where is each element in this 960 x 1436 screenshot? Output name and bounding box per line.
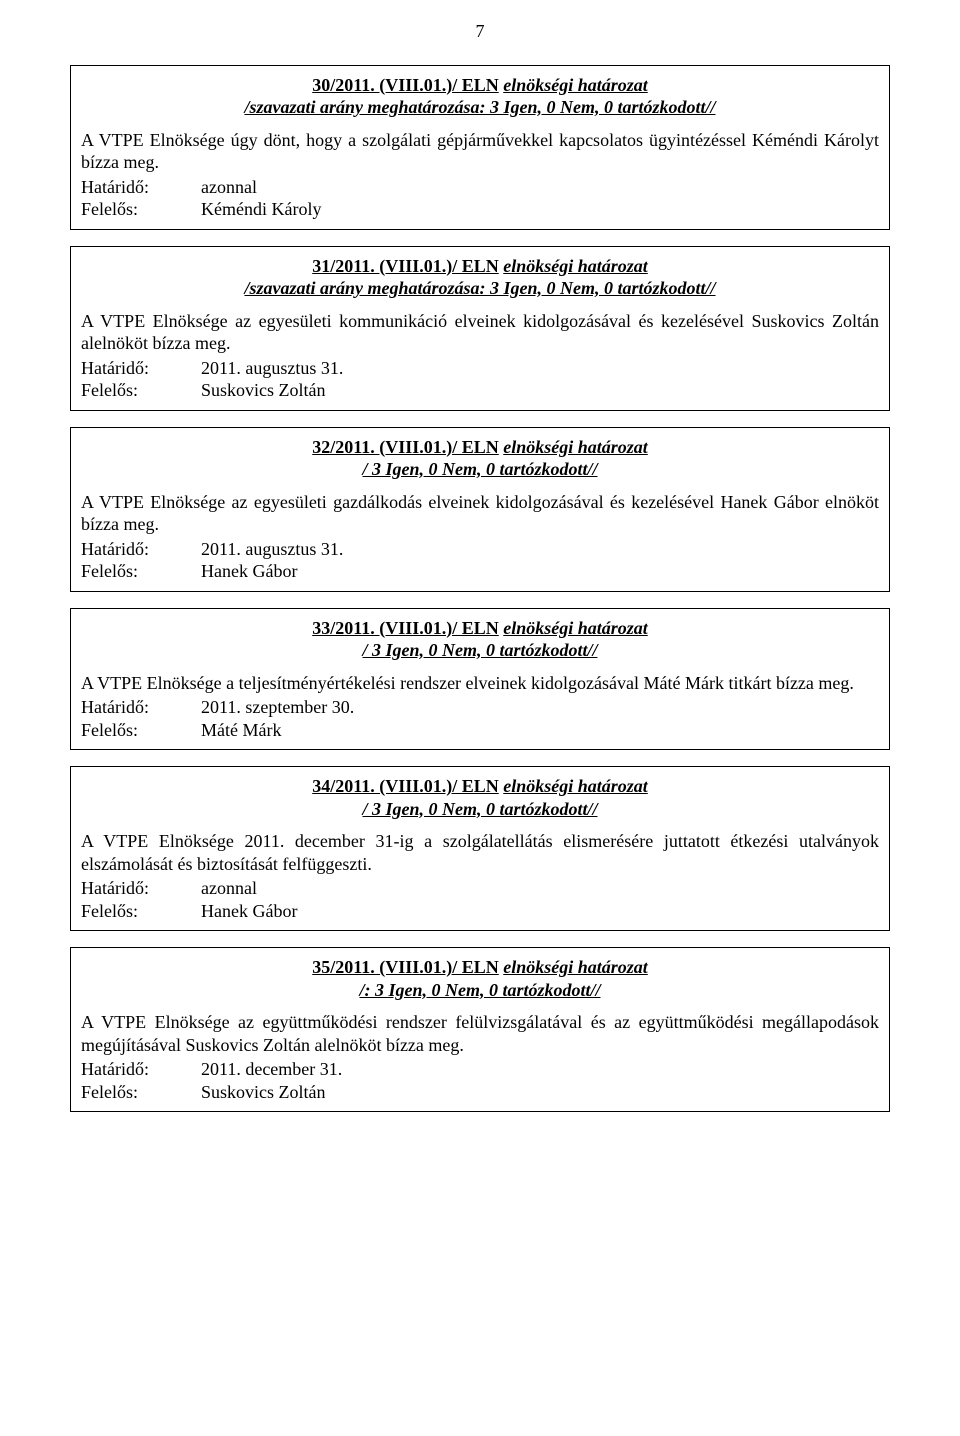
responsible-label: Felelős:: [81, 900, 201, 923]
responsible-label: Felelős:: [81, 1081, 201, 1104]
responsible-value: Suskovics Zoltán: [201, 1081, 879, 1104]
resolution-title-tail: elnökségi határozat: [503, 957, 648, 977]
page-number: 7: [70, 20, 890, 43]
deadline-row: Határidő: azonnal: [81, 176, 879, 199]
responsible-value: Kéméndi Károly: [201, 198, 879, 221]
deadline-label: Határidő:: [81, 696, 201, 719]
responsible-row: Felelős: Máté Márk: [81, 719, 879, 742]
resolution-title-tail: elnökségi határozat: [503, 776, 648, 796]
resolution-title: 35/2011. (VIII.01.)/ ELN elnökségi határ…: [81, 956, 879, 979]
resolution-title: 34/2011. (VIII.01.)/ ELN elnökségi határ…: [81, 775, 879, 798]
resolution-title-tail: elnökségi határozat: [503, 437, 648, 457]
resolution-number: 33/2011. (VIII.01.)/ ELN: [312, 618, 499, 638]
resolution-subtitle: /szavazati arány meghatározása: 3 Igen, …: [81, 277, 879, 300]
deadline-value: 2011. december 31.: [201, 1058, 879, 1081]
resolution-number: 34/2011. (VIII.01.)/ ELN: [312, 776, 499, 796]
deadline-label: Határidő:: [81, 357, 201, 380]
resolution-body: A VTPE Elnöksége 2011. december 31-ig a …: [81, 830, 879, 875]
deadline-row: Határidő: 2011. augusztus 31.: [81, 357, 879, 380]
resolution-box: 35/2011. (VIII.01.)/ ELN elnökségi határ…: [70, 947, 890, 1112]
deadline-value: 2011. augusztus 31.: [201, 357, 879, 380]
resolution-box: 33/2011. (VIII.01.)/ ELN elnökségi határ…: [70, 608, 890, 751]
responsible-value: Máté Márk: [201, 719, 879, 742]
deadline-value: 2011. augusztus 31.: [201, 538, 879, 561]
resolution-title-tail: elnökségi határozat: [503, 75, 648, 95]
deadline-label: Határidő:: [81, 538, 201, 561]
resolution-title-tail: elnökségi határozat: [503, 618, 648, 638]
deadline-label: Határidő:: [81, 1058, 201, 1081]
deadline-value: azonnal: [201, 877, 879, 900]
responsible-value: Hanek Gábor: [201, 560, 879, 583]
responsible-row: Felelős: Suskovics Zoltán: [81, 1081, 879, 1104]
resolution-title-tail: elnökségi határozat: [503, 256, 648, 276]
resolution-box: 34/2011. (VIII.01.)/ ELN elnökségi határ…: [70, 766, 890, 931]
resolution-subtitle: /: 3 Igen, 0 Nem, 0 tartózkodott//: [81, 979, 879, 1002]
resolution-body: A VTPE Elnöksége az együttműködési rends…: [81, 1011, 879, 1056]
resolution-subtitle: /szavazati arány meghatározása: 3 Igen, …: [81, 96, 879, 119]
responsible-value: Hanek Gábor: [201, 900, 879, 923]
responsible-row: Felelős: Hanek Gábor: [81, 560, 879, 583]
resolution-number: 35/2011. (VIII.01.)/ ELN: [312, 957, 499, 977]
resolution-number: 32/2011. (VIII.01.)/ ELN: [312, 437, 499, 457]
resolution-body: A VTPE Elnöksége az egyesületi gazdálkod…: [81, 491, 879, 536]
resolution-number: 30/2011. (VIII.01.)/ ELN: [312, 75, 499, 95]
resolution-number: 31/2011. (VIII.01.)/ ELN: [312, 256, 499, 276]
resolution-subtitle: / 3 Igen, 0 Nem, 0 tartózkodott//: [81, 458, 879, 481]
deadline-label: Határidő:: [81, 877, 201, 900]
resolution-title: 30/2011. (VIII.01.)/ ELN elnökségi határ…: [81, 74, 879, 97]
responsible-row: Felelős: Suskovics Zoltán: [81, 379, 879, 402]
resolution-title: 31/2011. (VIII.01.)/ ELN elnökségi határ…: [81, 255, 879, 278]
responsible-label: Felelős:: [81, 560, 201, 583]
responsible-row: Felelős: Kéméndi Károly: [81, 198, 879, 221]
resolution-title: 33/2011. (VIII.01.)/ ELN elnökségi határ…: [81, 617, 879, 640]
responsible-row: Felelős: Hanek Gábor: [81, 900, 879, 923]
resolution-body: A VTPE Elnöksége a teljesítményértékelés…: [81, 672, 879, 695]
resolution-box: 32/2011. (VIII.01.)/ ELN elnökségi határ…: [70, 427, 890, 592]
deadline-row: Határidő: 2011. december 31.: [81, 1058, 879, 1081]
responsible-label: Felelős:: [81, 198, 201, 221]
document-page: 7 30/2011. (VIII.01.)/ ELN elnökségi hat…: [0, 0, 960, 1188]
responsible-label: Felelős:: [81, 379, 201, 402]
responsible-value: Suskovics Zoltán: [201, 379, 879, 402]
resolution-body: A VTPE Elnöksége úgy dönt, hogy a szolgá…: [81, 129, 879, 174]
resolution-subtitle: / 3 Igen, 0 Nem, 0 tartózkodott//: [81, 798, 879, 821]
deadline-row: Határidő: 2011. szeptember 30.: [81, 696, 879, 719]
resolution-title: 32/2011. (VIII.01.)/ ELN elnökségi határ…: [81, 436, 879, 459]
resolution-box: 31/2011. (VIII.01.)/ ELN elnökségi határ…: [70, 246, 890, 411]
deadline-row: Határidő: 2011. augusztus 31.: [81, 538, 879, 561]
deadline-value: 2011. szeptember 30.: [201, 696, 879, 719]
resolution-subtitle: / 3 Igen, 0 Nem, 0 tartózkodott//: [81, 639, 879, 662]
deadline-label: Határidő:: [81, 176, 201, 199]
deadline-value: azonnal: [201, 176, 879, 199]
responsible-label: Felelős:: [81, 719, 201, 742]
resolution-body: A VTPE Elnöksége az egyesületi kommuniká…: [81, 310, 879, 355]
resolution-box: 30/2011. (VIII.01.)/ ELN elnökségi határ…: [70, 65, 890, 230]
deadline-row: Határidő: azonnal: [81, 877, 879, 900]
